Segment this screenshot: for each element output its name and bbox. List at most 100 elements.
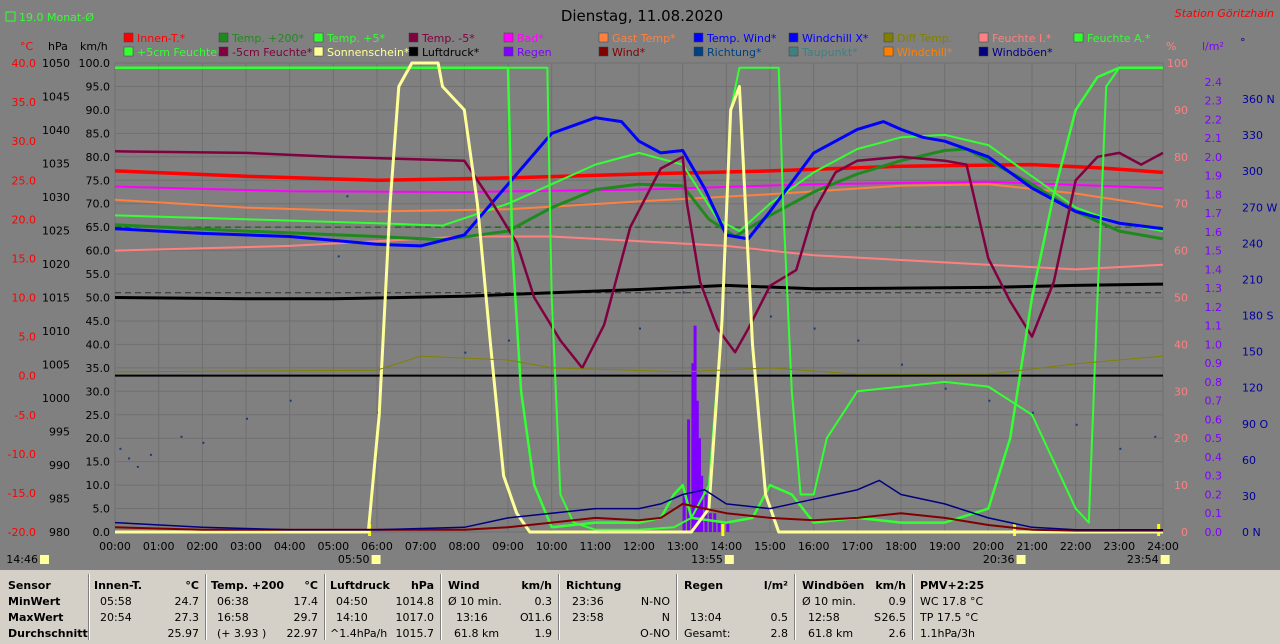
y-tick-label: 80 bbox=[1174, 151, 1188, 164]
rain-bar bbox=[726, 522, 730, 532]
stats-boeen-avg-note: 61.8 km bbox=[808, 627, 854, 640]
sun-marker-icon bbox=[1016, 555, 1026, 564]
legend-label: Diff Temp. bbox=[897, 32, 952, 45]
y-tick-label: 70.0 bbox=[86, 198, 111, 211]
stats-wind-max-dir: O bbox=[520, 611, 529, 624]
stats-sep bbox=[205, 574, 207, 640]
y-tick-label: 150 bbox=[1242, 346, 1263, 359]
stats-richtung-min-time: 23:36 bbox=[572, 595, 604, 608]
x-tick-label: 02:00 bbox=[186, 540, 218, 553]
x-tick-label: 07:00 bbox=[405, 540, 437, 553]
direction-point bbox=[246, 417, 248, 420]
y-tick-label: 0.0 bbox=[19, 370, 37, 383]
legend-swatch bbox=[123, 32, 134, 43]
y-tick-label: 0 N bbox=[1242, 526, 1261, 539]
y-tick-label: 1020 bbox=[42, 258, 70, 271]
x-tick-label: 23:00 bbox=[1103, 540, 1135, 553]
y-tick-label: 0.4 bbox=[1205, 451, 1223, 464]
y-tick-label: 180 S bbox=[1242, 310, 1273, 323]
stats-sep bbox=[88, 574, 90, 640]
series-line bbox=[114, 116, 1164, 248]
temp-unit: °C bbox=[20, 40, 34, 53]
y-tick-label: 10.0 bbox=[86, 479, 111, 492]
stats-col-sensor: Sensor MinWert MaxWert Durchschnitt bbox=[0, 570, 88, 644]
y-tick-label: -10.0 bbox=[8, 448, 36, 461]
stats-sep bbox=[794, 574, 796, 640]
chart-title: Dienstag, 11.08.2020 bbox=[561, 7, 723, 25]
legend-swatch bbox=[788, 32, 799, 43]
x-tick-label: 01:00 bbox=[143, 540, 175, 553]
x-tick-label: 12:00 bbox=[623, 540, 655, 553]
x-tick-label: 15:00 bbox=[754, 540, 786, 553]
y-tick-label: 2.3 bbox=[1205, 95, 1223, 108]
legend-label: Richtung* bbox=[707, 46, 762, 59]
y-tick-label: 0.1 bbox=[1205, 507, 1223, 520]
rain-bar bbox=[687, 419, 691, 532]
y-tick-label: 270 W bbox=[1242, 201, 1277, 214]
y-tick-label: 15.0 bbox=[12, 252, 37, 265]
stats-sep bbox=[440, 574, 442, 640]
y-tick-label: 85.0 bbox=[86, 127, 111, 140]
stats-sensor-title: Sensor bbox=[8, 579, 51, 592]
y-tick-label: 25.0 bbox=[12, 174, 37, 187]
y-tick-label: 30 bbox=[1242, 490, 1256, 503]
stats-wind-max-time: 13:16 bbox=[456, 611, 488, 624]
direction-point bbox=[813, 327, 816, 330]
legend-swatch bbox=[883, 46, 894, 57]
x-tick-label: 03:00 bbox=[230, 540, 262, 553]
legend-label: Taupunkt* bbox=[801, 46, 858, 59]
y-tick-label: 300 bbox=[1242, 165, 1263, 178]
y-tick-label: 60.0 bbox=[86, 245, 111, 258]
x-tick-label: 11:00 bbox=[579, 540, 611, 553]
y-tick-label: 65.0 bbox=[86, 221, 111, 234]
rain-bar bbox=[713, 513, 717, 532]
x-tick-label: 19:00 bbox=[929, 540, 961, 553]
y-tick-label: 1.1 bbox=[1205, 320, 1223, 333]
x-tick-label: 21:00 bbox=[1016, 540, 1048, 553]
stats-pmv-tp: TP 17.5 °C bbox=[920, 611, 979, 624]
stats-avg-label: Durchschnitt bbox=[8, 627, 88, 640]
stats-innen-avg: 25.97 bbox=[167, 627, 200, 640]
stats-innen-max: 27.3 bbox=[174, 611, 200, 624]
stats-luftdruck-min-time: 04:50 bbox=[336, 595, 368, 608]
legend-label: Luftdruck* bbox=[422, 46, 480, 59]
stats-regen-max: 0.5 bbox=[770, 611, 789, 624]
y-tick-label: 0.2 bbox=[1205, 488, 1223, 501]
y-tick-label: 5.0 bbox=[93, 503, 111, 516]
y-tick-label: 80.0 bbox=[86, 151, 111, 164]
stats-regen-title: Regen bbox=[684, 579, 724, 592]
stats-col-regen: Regen l/m² 13:04 0.5 Gesamt: 2.8 bbox=[678, 570, 794, 644]
legend-swatch bbox=[408, 46, 419, 57]
stats-wind-min-time: Ø 10 min. bbox=[448, 595, 502, 608]
y-tick-label: 995 bbox=[49, 426, 70, 439]
x-tick-label: 09:00 bbox=[492, 540, 524, 553]
y-tick-label: 20.0 bbox=[12, 213, 37, 226]
y-tick-label: 0 bbox=[1181, 526, 1188, 539]
y-tick-label: 0.6 bbox=[1205, 413, 1223, 426]
y-tick-label: 1.7 bbox=[1205, 207, 1223, 220]
direction-point bbox=[682, 291, 685, 294]
y-tick-label: 100.0 bbox=[79, 57, 111, 70]
legend-label: Innen-T.* bbox=[137, 32, 186, 45]
y-tick-label: 70 bbox=[1174, 198, 1188, 211]
y-tick-label: -15.0 bbox=[8, 487, 36, 500]
legend-swatch bbox=[1073, 32, 1084, 43]
series-line bbox=[114, 355, 1164, 375]
y-tick-label: 40 bbox=[1174, 338, 1188, 351]
series-line bbox=[115, 66, 1163, 529]
y-tick-label: 35.0 bbox=[86, 362, 111, 375]
sun-marker-icon bbox=[371, 555, 381, 564]
y-tick-label: 0.9 bbox=[1205, 357, 1223, 370]
legend-swatch bbox=[218, 32, 229, 43]
stats-luftdruck-min: 1014.8 bbox=[395, 595, 435, 608]
series-line bbox=[114, 150, 1164, 370]
y-tick-label: 0.0 bbox=[1205, 526, 1223, 539]
legend-swatch bbox=[123, 46, 134, 57]
stats-temp200-avg: 22.97 bbox=[286, 627, 319, 640]
series-lines bbox=[114, 61, 1164, 534]
stats-col-richtung: Richtung 23:36 N-NO 23:58 N O-NO bbox=[560, 570, 676, 644]
y-tick-label: 95.0 bbox=[86, 80, 111, 93]
y-tick-label: 1050 bbox=[42, 57, 70, 70]
stats-boeen-min-time: Ø 10 min. bbox=[802, 595, 856, 608]
legend-swatch bbox=[503, 46, 514, 57]
